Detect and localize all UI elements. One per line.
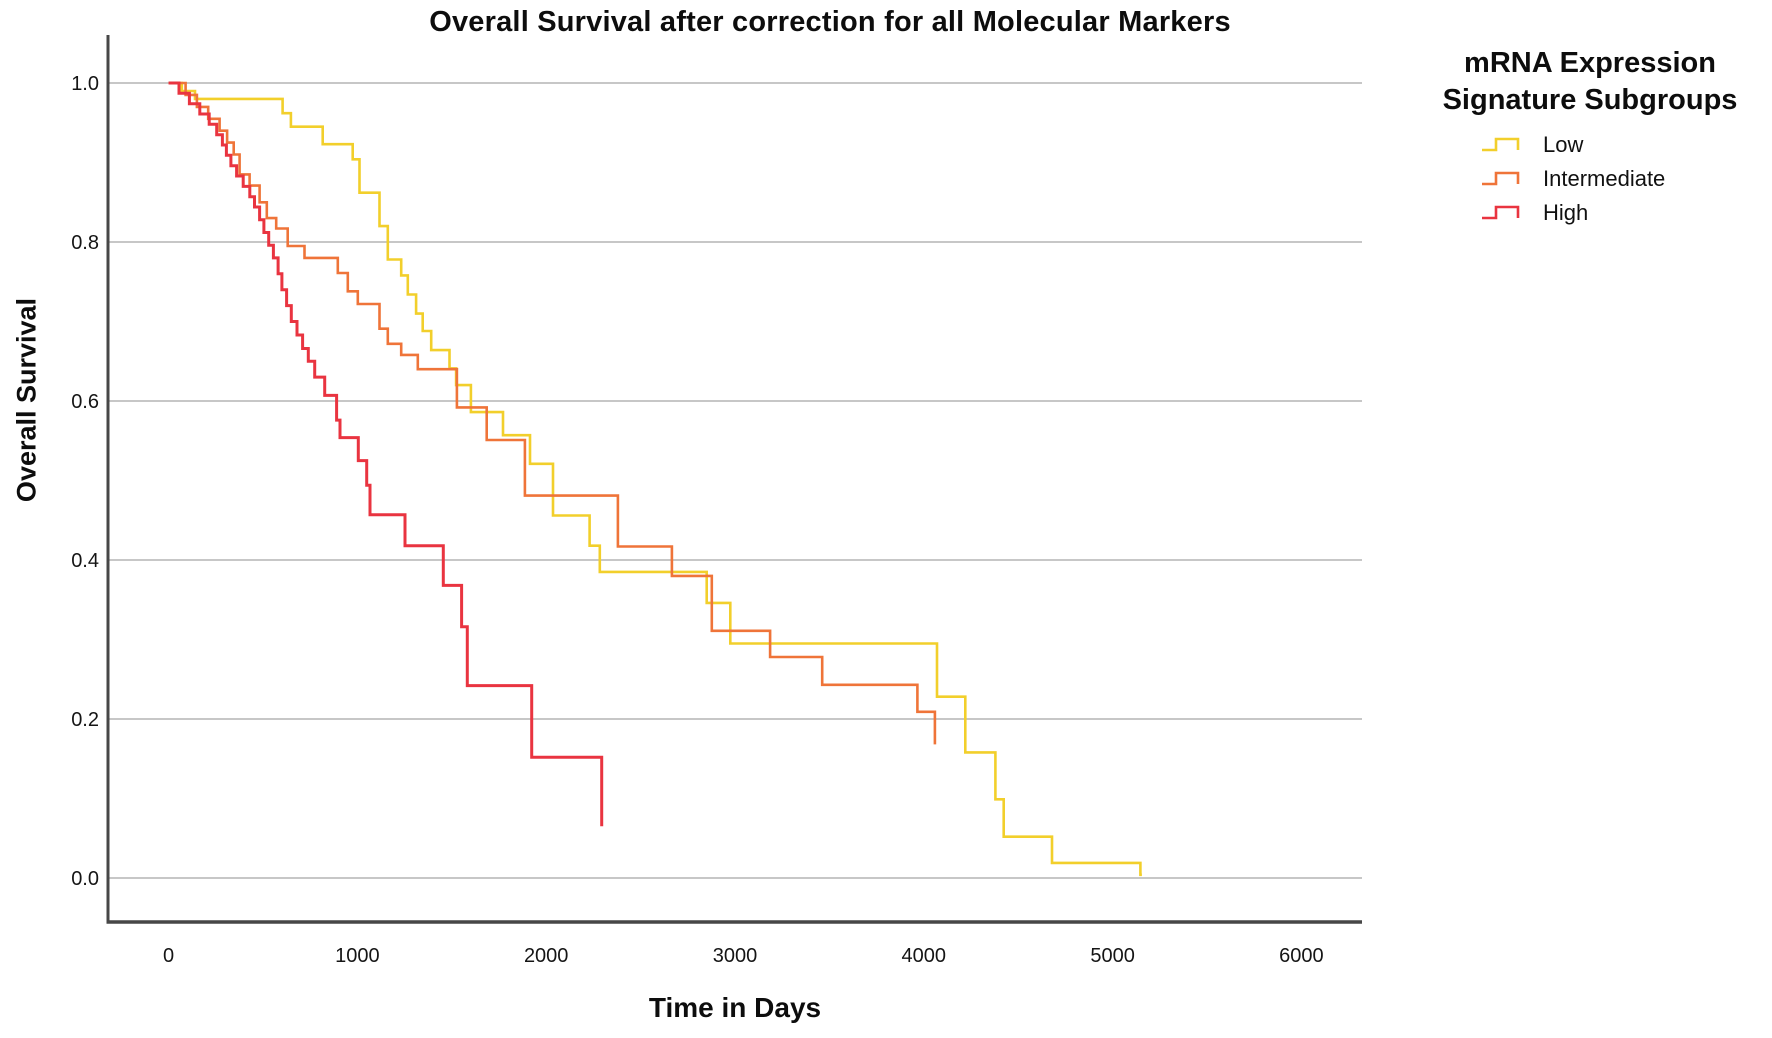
x-tick-label-4000: 4000 (902, 945, 947, 967)
y-tick-label-0.6: 0.6 (71, 391, 99, 413)
x-tick-label-3000: 3000 (713, 945, 758, 967)
legend-item-label: High (1543, 200, 1589, 225)
chart-title: Overall Survival after correction for al… (429, 6, 1231, 38)
km-curve-low (168, 81, 1142, 877)
legend: mRNA Expression Signature Subgroups Low I… (1408, 45, 1772, 224)
step-line-icon (1482, 137, 1520, 151)
legend-item-low: Low (1480, 133, 1772, 156)
km-curve-intermediate (168, 81, 937, 745)
y-tick-label-0.2: 0.2 (71, 709, 99, 731)
legend-title-line1: mRNA Expression (1464, 47, 1716, 79)
legend-item-label: Intermediate (1543, 166, 1666, 191)
y-tick-label-0.4: 0.4 (71, 550, 99, 572)
x-tick-label-6000: 6000 (1279, 945, 1324, 967)
legend-item-intermediate: Intermediate (1480, 167, 1772, 190)
y-tick-label-0.8: 0.8 (71, 232, 99, 254)
y-tick-label-1.0: 1.0 (71, 73, 99, 95)
x-tick-label-5000: 5000 (1090, 945, 1135, 967)
x-tick-label-0: 0 (163, 945, 174, 967)
x-tick-label-2000: 2000 (524, 945, 569, 967)
legend-title-line2: Signature Subgroups (1442, 84, 1738, 116)
km-curve-high (168, 81, 604, 827)
legend-item-high: High (1480, 201, 1772, 224)
x-axis-title: Time in Days (648, 992, 822, 1023)
step-line-icon (1482, 171, 1520, 185)
y-tick-label-0.0: 0.0 (71, 868, 99, 890)
step-line-icon (1482, 205, 1520, 219)
x-tick-label-1000: 1000 (335, 945, 380, 967)
legend-items: Low Intermediate High (1408, 133, 1772, 224)
legend-title: mRNA Expression Signature Subgroups (1408, 45, 1772, 119)
legend-item-label: Low (1543, 132, 1584, 157)
